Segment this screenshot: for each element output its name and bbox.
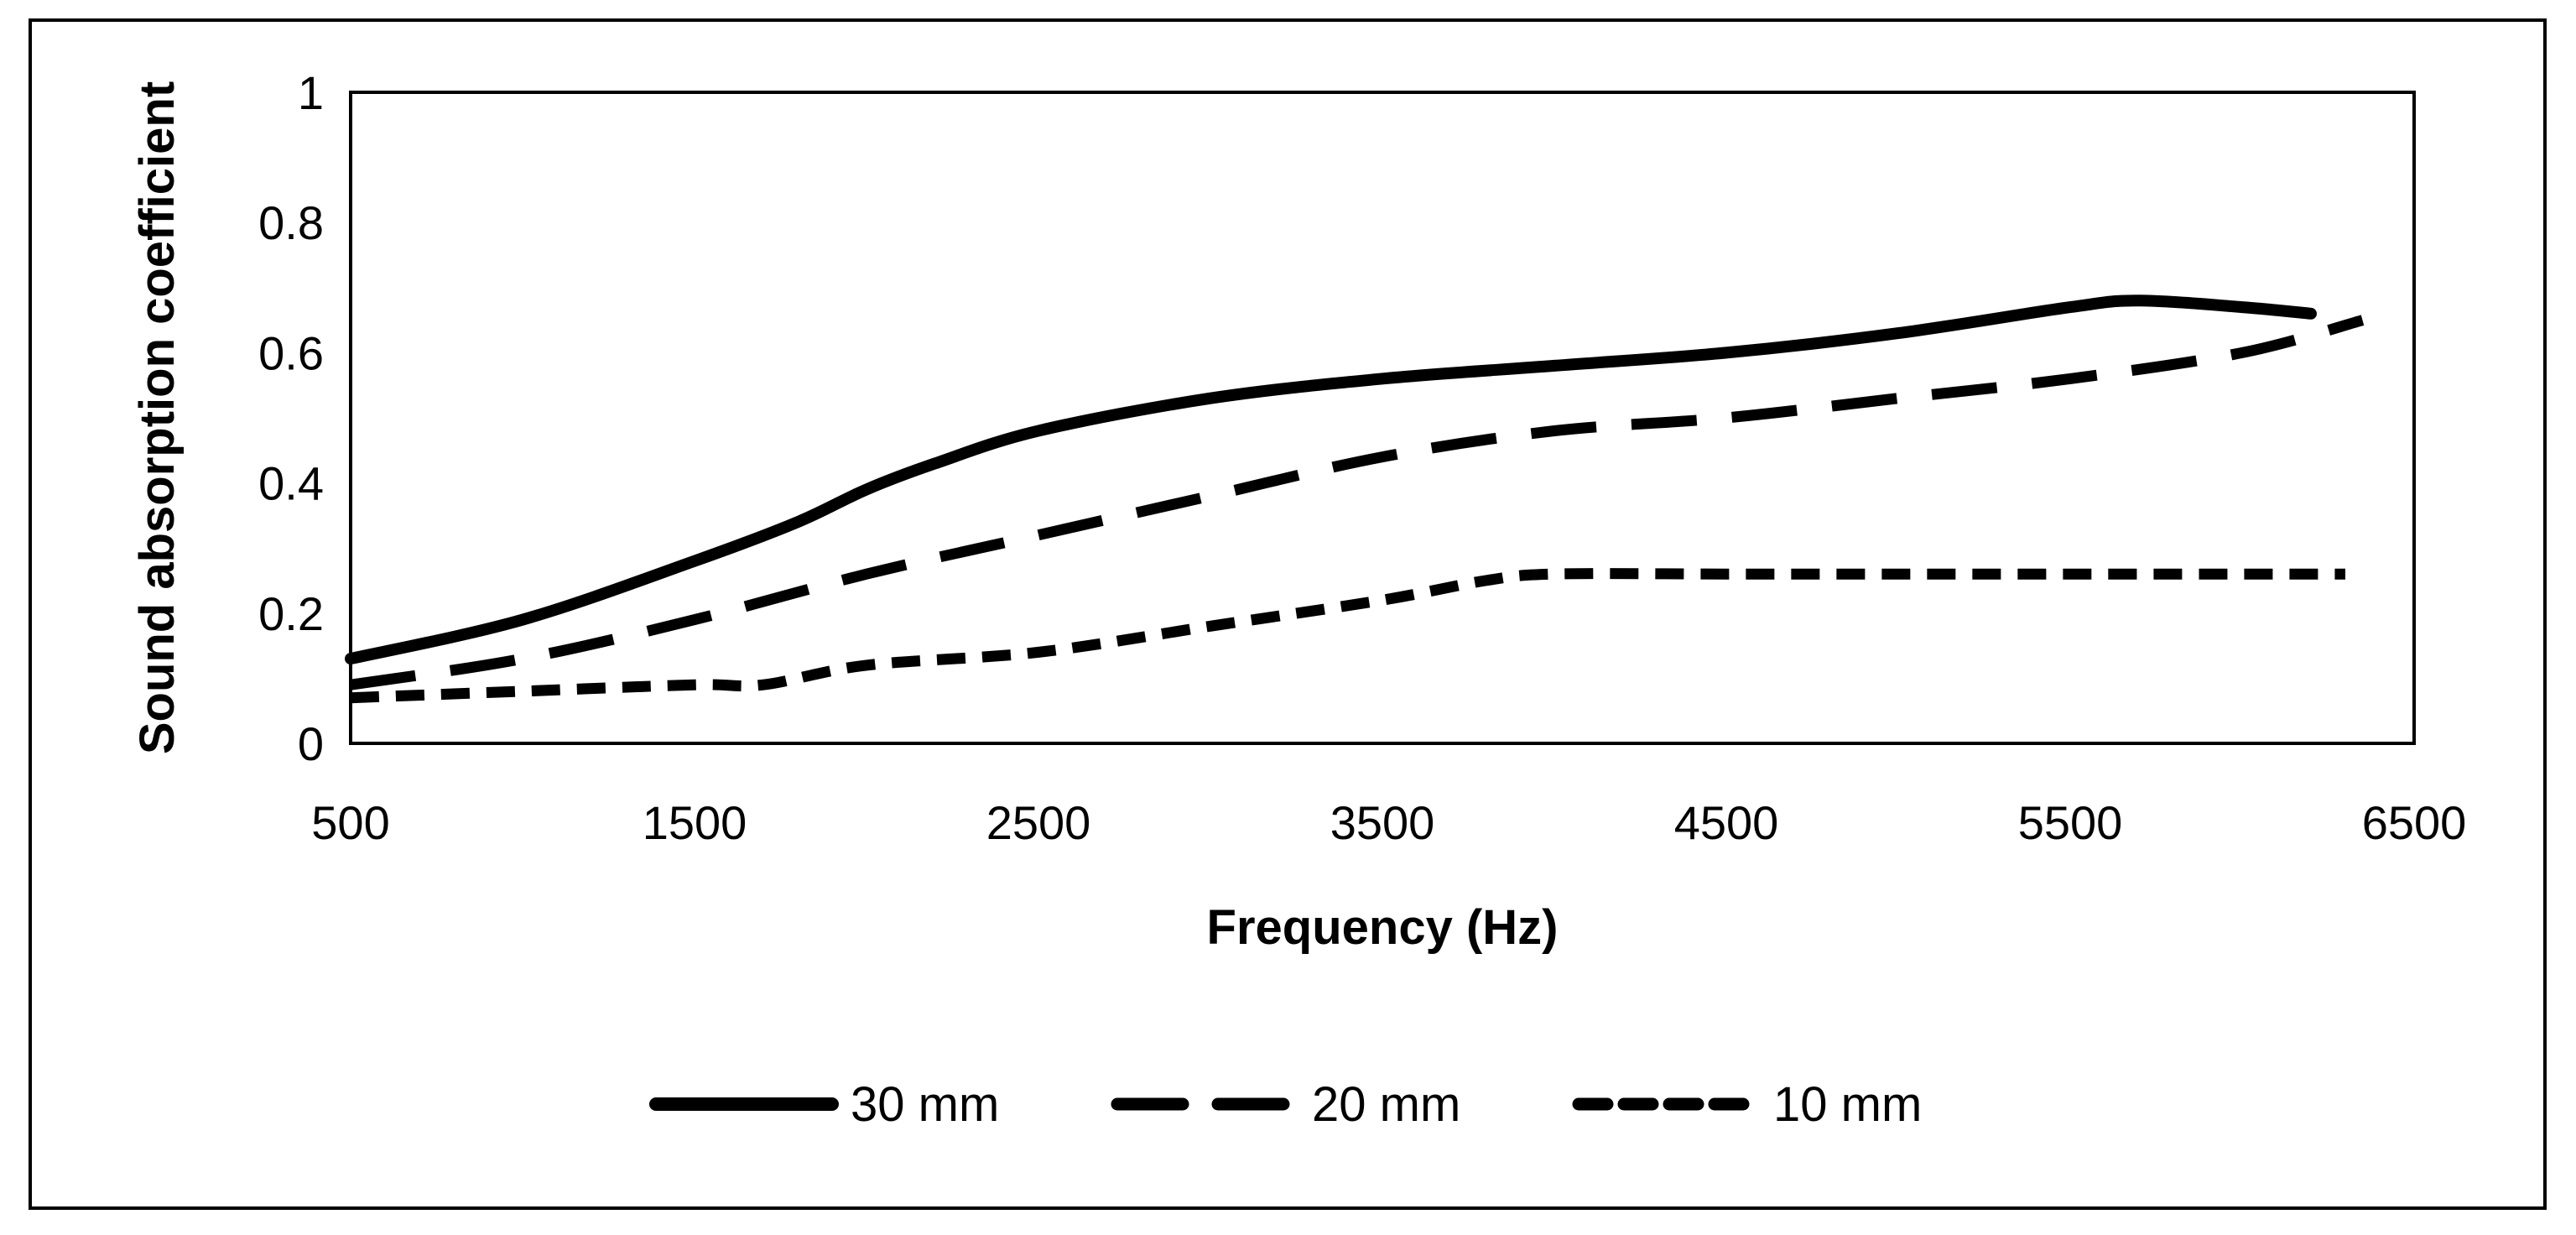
legend-label: 10 mm bbox=[1773, 1077, 1922, 1132]
y-tick-label: 0 bbox=[298, 717, 324, 770]
series-line-10-mm bbox=[350, 568, 2345, 704]
y-tick-label: 0.4 bbox=[258, 457, 324, 510]
y-tick-label: 0.6 bbox=[258, 326, 324, 379]
series-line-30-mm bbox=[345, 294, 2317, 665]
x-tick-label: 4500 bbox=[1674, 796, 1779, 849]
legend-item: 10 mm bbox=[1572, 1077, 1922, 1132]
legend-label: 20 mm bbox=[1312, 1077, 1460, 1132]
x-tick-label: 500 bbox=[311, 796, 389, 849]
x-tick-label: 5500 bbox=[2018, 796, 2123, 849]
y-axis-tick-labels: 0 0.2 0.4 0.6 0.8 1 bbox=[258, 66, 324, 770]
series-line-20-mm bbox=[350, 315, 2365, 690]
y-tick-label: 0.8 bbox=[258, 196, 324, 249]
legend: 30 mm 20 mm 10 mm bbox=[649, 1077, 1922, 1132]
y-tick-label: 1 bbox=[298, 66, 324, 119]
x-tick-label: 1500 bbox=[643, 796, 747, 849]
x-tick-label: 6500 bbox=[2362, 796, 2467, 849]
legend-label: 30 mm bbox=[851, 1077, 999, 1132]
legend-item: 20 mm bbox=[1111, 1077, 1460, 1132]
x-axis-tick-labels: 500 1500 2500 3500 4500 5500 6500 bbox=[311, 796, 2466, 849]
x-tick-label: 3500 bbox=[1330, 796, 1435, 849]
y-tick-label: 0.2 bbox=[258, 587, 324, 640]
series-layer bbox=[345, 294, 2365, 704]
legend-item: 30 mm bbox=[649, 1077, 999, 1132]
x-axis-title: Frequency (Hz) bbox=[1207, 900, 1559, 955]
y-axis-title: Sound absorption coefficient bbox=[130, 81, 185, 754]
x-tick-label: 2500 bbox=[986, 796, 1091, 849]
plot-area bbox=[349, 91, 2416, 745]
